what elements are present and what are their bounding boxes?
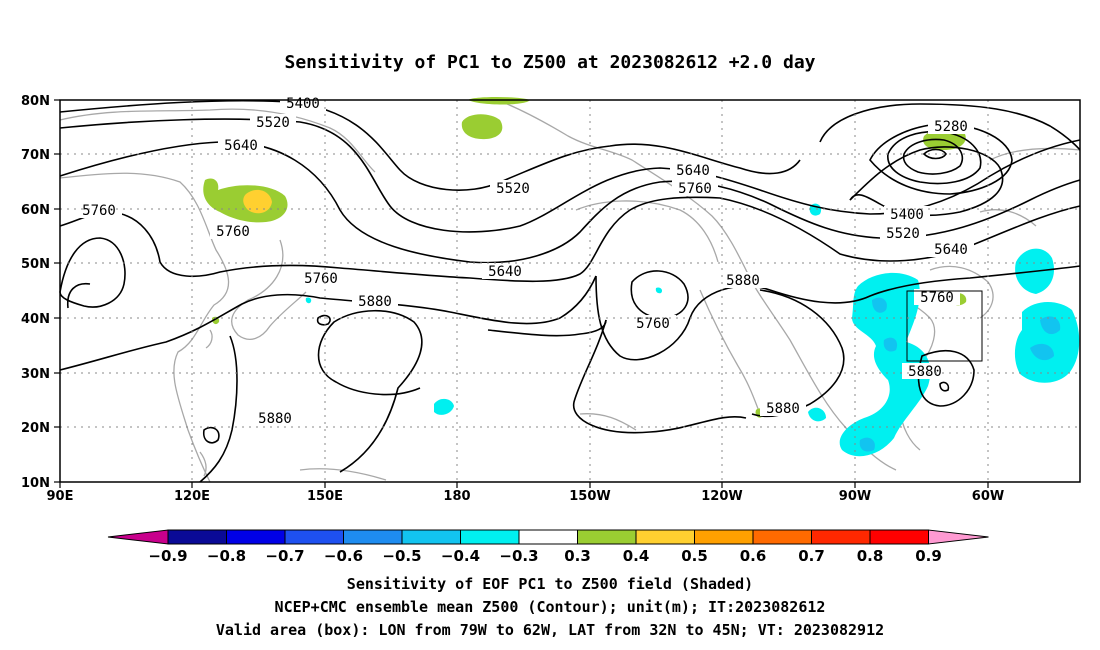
contour-label: 5880 xyxy=(766,401,800,417)
longitude-axis: 90E 120E 150E 180 150W 120W 90W 60W xyxy=(47,482,1004,504)
colorbar-swatch xyxy=(577,529,637,545)
colorbar-label: 0.6 xyxy=(740,547,767,565)
lat-label: 20N xyxy=(21,421,50,436)
lon-label: 150E xyxy=(307,489,343,504)
contour-label: 5760 xyxy=(920,290,954,306)
figure-title: Sensitivity of PC1 to Z500 at 2023082612… xyxy=(284,52,815,73)
contour-labels: 5400 5520 5640 5760 5520 5640 5760 5280 … xyxy=(76,95,974,427)
colorbar-swatch xyxy=(401,529,461,545)
colorbar-label: 0.3 xyxy=(564,547,591,565)
colorbar-label: −0.8 xyxy=(207,547,246,565)
valid-area-box xyxy=(906,290,983,362)
lat-label: 70N xyxy=(21,148,50,163)
lon-label: 90E xyxy=(47,489,74,504)
colorbar-swatch xyxy=(460,529,520,545)
contour-label: 5400 xyxy=(286,96,320,112)
colorbar-swatch xyxy=(518,529,578,545)
colorbar-swatch xyxy=(167,529,227,545)
map-panel: 5400 5520 5640 5760 5520 5640 5760 5280 … xyxy=(21,94,1081,504)
footer-line-1: Sensitivity of EOF PC1 to Z500 field (Sh… xyxy=(347,575,753,593)
colorbar-swatch xyxy=(635,529,695,545)
lon-label: 120W xyxy=(701,489,742,504)
contour-label: 5280 xyxy=(934,119,968,135)
colorbar-swatch xyxy=(811,529,871,545)
colorbar-label: −0.3 xyxy=(499,547,538,565)
contour-label: 5520 xyxy=(496,181,530,197)
colorbar-label: 0.8 xyxy=(857,547,884,565)
contour-label: 5760 xyxy=(636,316,670,332)
colorbar-swatch xyxy=(284,529,344,545)
colorbar-label: −0.7 xyxy=(265,547,304,565)
colorbar-label: −0.5 xyxy=(382,547,421,565)
colorbar-swatch xyxy=(343,529,403,545)
lat-label: 60N xyxy=(21,203,50,218)
lon-label: 120E xyxy=(174,489,210,504)
contour-label: 5520 xyxy=(256,115,290,131)
contour-label: 5640 xyxy=(488,264,522,280)
gridlines xyxy=(60,100,1080,482)
map-frame xyxy=(59,99,1081,483)
lon-label: 90W xyxy=(839,489,871,504)
footer-line-3: Valid area (box): LON from 79W to 62W, L… xyxy=(216,621,884,639)
lat-label: 30N xyxy=(21,367,50,382)
contour-label: 5400 xyxy=(890,207,924,223)
contour-label: 5760 xyxy=(678,181,712,197)
latitude-axis: 80N 70N 60N 50N 40N 30N 20N 10N xyxy=(21,94,60,491)
lat-label: 40N xyxy=(21,312,50,327)
colorbar: −0.9 −0.8 −0.7 −0.6 −0.5 −0.4 −0.3 0.3 0.4 0.5 0.6… xyxy=(107,529,989,565)
contour-label: 5760 xyxy=(216,224,250,240)
colorbar-swatch xyxy=(694,529,754,545)
contour-label: 5880 xyxy=(358,294,392,310)
colorbar-swatch xyxy=(226,529,286,545)
contour-label: 5640 xyxy=(676,163,710,179)
colorbar-swatch xyxy=(752,529,812,545)
contour-label: 5880 xyxy=(258,411,292,427)
colorbar-swatch xyxy=(869,529,929,545)
lat-label: 10N xyxy=(21,476,50,491)
colorbar-high-triangle xyxy=(928,529,989,545)
colorbar-label: −0.4 xyxy=(441,547,480,565)
z500-contours xyxy=(59,99,1081,483)
colorbar-label: 0.7 xyxy=(798,547,825,565)
contour-label: 5760 xyxy=(82,203,116,219)
colorbar-label: 0.9 xyxy=(915,547,942,565)
contour-label: 5640 xyxy=(934,242,968,258)
lat-label: 50N xyxy=(21,257,50,272)
contour-label: 5880 xyxy=(908,364,942,380)
contour-label: 5880 xyxy=(726,273,760,289)
lat-label: 80N xyxy=(21,94,50,109)
contour-label: 5640 xyxy=(224,138,258,154)
contour-label: 5520 xyxy=(886,226,920,242)
colorbar-low-triangle xyxy=(107,529,169,545)
colorbar-label: 0.4 xyxy=(623,547,650,565)
colorbar-label: 0.5 xyxy=(681,547,708,565)
colorbar-label: −0.6 xyxy=(324,547,363,565)
footer-line-2: NCEP+CMC ensemble mean Z500 (Contour); u… xyxy=(275,598,826,616)
colorbar-label: −0.9 xyxy=(148,547,187,565)
sensitivity-shading xyxy=(203,97,1080,457)
lon-label: 180 xyxy=(443,489,470,504)
lon-label: 60W xyxy=(972,489,1004,504)
lon-label: 150W xyxy=(569,489,610,504)
contour-label: 5760 xyxy=(304,271,338,287)
